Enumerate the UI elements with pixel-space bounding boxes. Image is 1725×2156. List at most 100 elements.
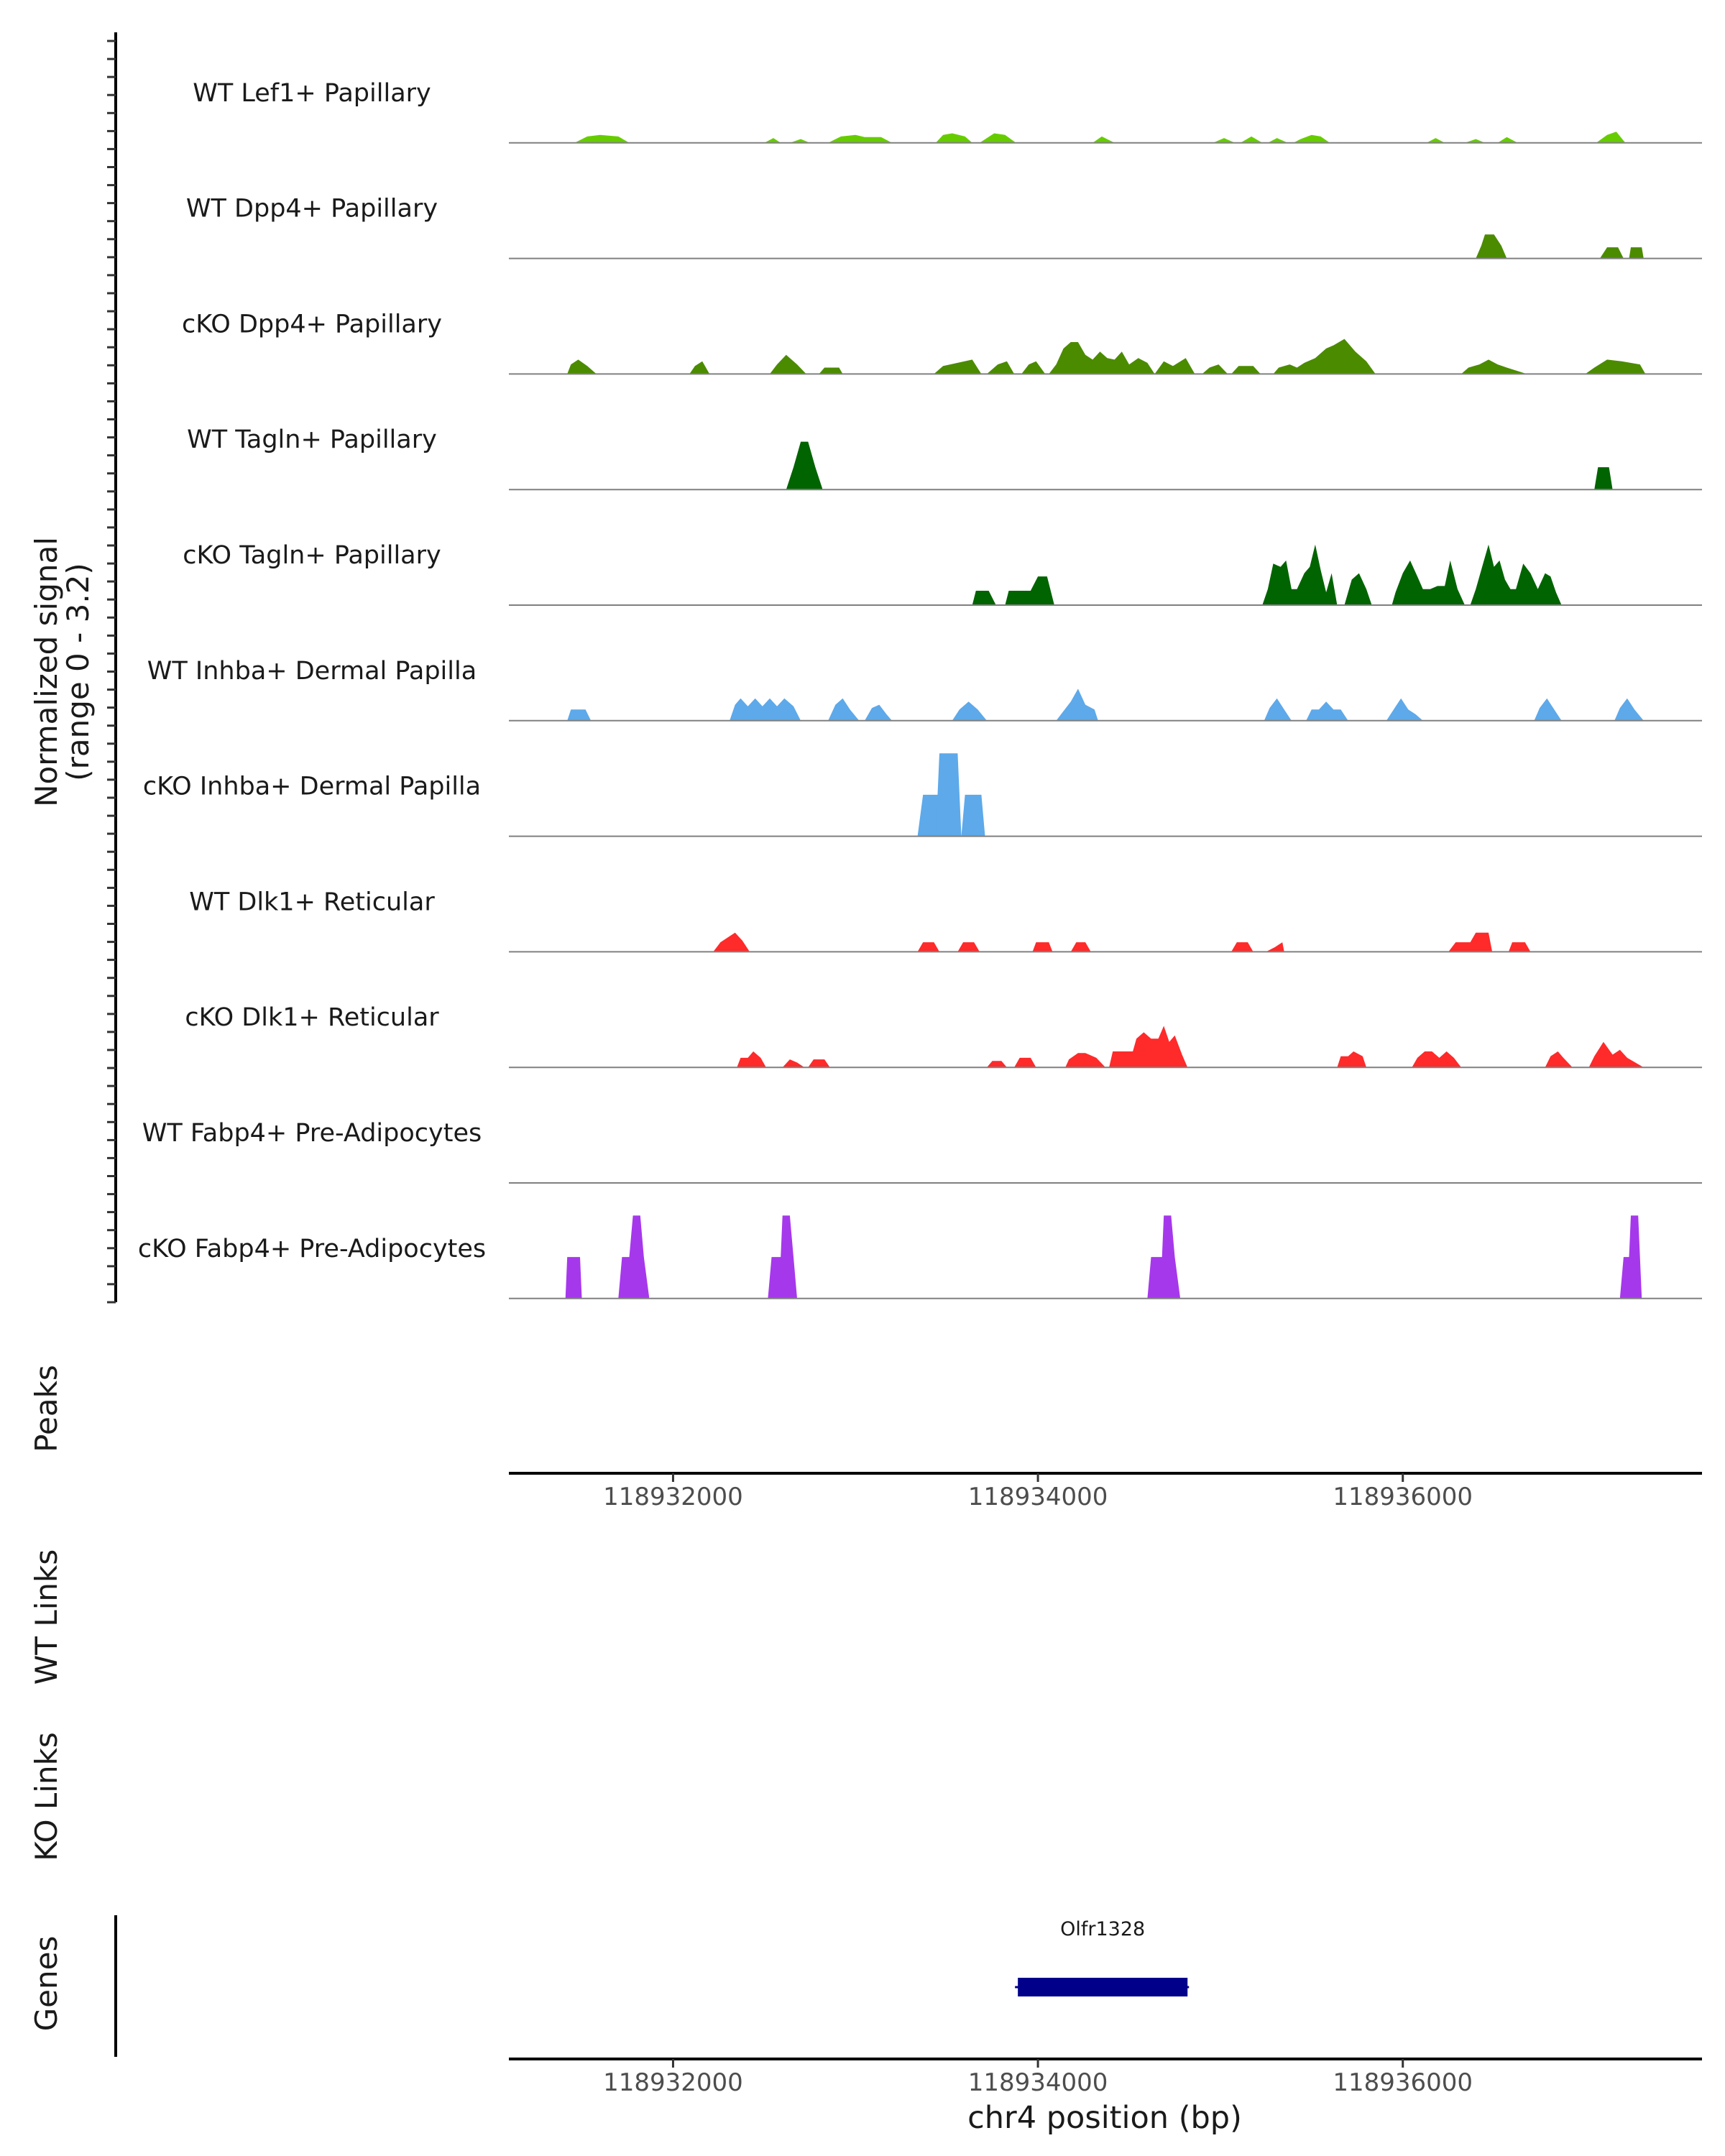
track-label: cKO Inhba+ Dermal Papilla xyxy=(143,773,481,801)
signal-peak xyxy=(935,133,972,143)
signal-peak xyxy=(1306,701,1348,721)
signal-peak xyxy=(786,441,823,490)
signal-peak xyxy=(789,139,810,143)
signal-peak xyxy=(618,1215,650,1299)
y-axis-range-label: (range 0 - 3.2) xyxy=(60,563,96,781)
track-cko-tagln-papillary: cKO Tagln+ Papillary xyxy=(183,541,1702,606)
signal-peak xyxy=(1147,1215,1181,1299)
ko-links-section-label: KO Links xyxy=(29,1732,64,1861)
signal-peak xyxy=(1014,1057,1036,1068)
signal-peak xyxy=(1448,932,1493,952)
signal-peak xyxy=(768,1215,797,1299)
track-label: WT Lef1+ Papillary xyxy=(193,79,431,108)
signal-peak xyxy=(567,709,592,721)
signal-peak xyxy=(1470,544,1562,605)
signal-peak xyxy=(1273,338,1376,374)
signal-peak xyxy=(1619,1215,1642,1299)
signal-peak xyxy=(1267,138,1288,143)
signal-peak xyxy=(1476,234,1507,259)
signal-peak xyxy=(1056,688,1098,721)
x-tick-label: 118932000 xyxy=(603,1483,743,1511)
signal-peak xyxy=(934,359,982,374)
signal-y-axis xyxy=(107,32,117,1304)
signal-peak xyxy=(1599,247,1624,259)
signal-peak xyxy=(1264,698,1292,721)
signal-peak xyxy=(1021,361,1046,374)
x-tick-label: 118934000 xyxy=(968,2068,1108,2097)
signal-peak xyxy=(730,698,801,721)
signal-peak xyxy=(952,701,987,721)
signal-peak xyxy=(961,794,985,837)
signal-peak xyxy=(1262,544,1338,605)
signal-peak xyxy=(1065,1053,1105,1068)
track-label: cKO Fabp4+ Pre-Adipocytes xyxy=(138,1235,486,1263)
genes-x-axis: 118932000 118934000 118936000 xyxy=(509,2058,1702,2097)
track-cko-inhba-dermal-papilla: cKO Inhba+ Dermal Papilla xyxy=(143,753,1702,837)
signal-peak xyxy=(1585,359,1646,374)
track-wt-dpp4-papillary: WT Dpp4+ Papillary xyxy=(186,195,1702,259)
track-label: WT Fabp4+ Pre-Adipocytes xyxy=(142,1119,482,1148)
track-label: WT Dlk1+ Reticular xyxy=(189,888,435,916)
signal-peak xyxy=(1534,698,1562,721)
signal-peak xyxy=(865,704,892,721)
wt-links-section-label: WT Links xyxy=(29,1549,64,1685)
signal-peak xyxy=(979,133,1016,143)
track-cko-dpp4-papillary: cKO Dpp4+ Papillary xyxy=(182,310,1702,375)
signal-peak xyxy=(1344,573,1372,605)
signal-peak xyxy=(1629,247,1644,259)
signal-peak xyxy=(1545,1051,1573,1068)
x-tick-label: 118936000 xyxy=(1333,2068,1473,2097)
signal-peak xyxy=(1497,137,1518,143)
track-cko-fabp4-pre-adipocytes: cKO Fabp4+ Pre-Adipocytes xyxy=(138,1215,1702,1299)
signal-peak xyxy=(987,361,1015,374)
signal-peak xyxy=(819,367,843,374)
signal-peak xyxy=(1213,138,1236,143)
genes-section-label: Genes xyxy=(29,1936,64,2032)
coverage-tracks: WT Lef1+ Papillary WT Dpp4+ Papillary cKO … xyxy=(138,79,1702,1299)
signal-peak xyxy=(1386,698,1423,721)
gene-label: Olfr1328 xyxy=(1060,1918,1145,1940)
track-cko-dlk1-reticular: cKO Dlk1+ Reticular xyxy=(185,1003,1702,1069)
signal-peak xyxy=(1465,139,1485,143)
signal-peak xyxy=(1231,366,1261,374)
y-axis-title: Normalized signal xyxy=(29,537,64,807)
track-wt-tagln-papillary: WT Tagln+ Papillary xyxy=(187,425,1702,491)
signal-peak xyxy=(1461,359,1527,374)
genes-track: Olfr1328 xyxy=(1015,1918,1190,1996)
signal-peak xyxy=(1588,1041,1644,1068)
track-wt-fabp4-pre-adipocytes: WT Fabp4+ Pre-Adipocytes xyxy=(142,1119,1702,1184)
peaks-x-axis: 118932000 118934000 118936000 xyxy=(509,1472,1702,1511)
track-label: WT Dpp4+ Papillary xyxy=(186,195,438,224)
signal-peak xyxy=(1508,942,1531,952)
signal-peak xyxy=(689,361,710,374)
signal-peak xyxy=(574,134,630,143)
track-wt-inhba-dermal-papilla: WT Inhba+ Dermal Papilla xyxy=(147,657,1702,722)
signal-peak xyxy=(565,1257,582,1299)
track-label: cKO Dlk1+ Reticular xyxy=(185,1003,439,1032)
signal-peak xyxy=(737,1051,766,1068)
track-wt-dlk1-reticular: WT Dlk1+ Reticular xyxy=(189,888,1702,953)
signal-peak xyxy=(1070,942,1091,952)
signal-peak xyxy=(935,753,962,837)
signal-peak xyxy=(808,1059,830,1068)
signal-peak xyxy=(828,134,892,143)
signal-peak xyxy=(1092,136,1115,143)
signal-peak xyxy=(1392,560,1465,605)
signal-peak xyxy=(1154,358,1195,374)
x-tick-label: 118936000 xyxy=(1333,1483,1473,1511)
signal-peak xyxy=(764,138,781,143)
signal-peak xyxy=(782,1059,805,1068)
signal-peak xyxy=(1032,942,1053,952)
signal-peak xyxy=(972,591,996,605)
signal-peak xyxy=(1594,467,1613,490)
signal-peak xyxy=(1005,576,1054,605)
signal-peak xyxy=(917,942,939,952)
x-tick-label: 118934000 xyxy=(968,1483,1108,1511)
signal-peak xyxy=(1109,1026,1188,1068)
signal-peak xyxy=(567,359,597,374)
track-label: cKO Dpp4+ Papillary xyxy=(182,310,442,338)
signal-peak xyxy=(957,942,980,952)
signal-peak xyxy=(1426,138,1445,143)
signal-peak xyxy=(1049,342,1155,374)
